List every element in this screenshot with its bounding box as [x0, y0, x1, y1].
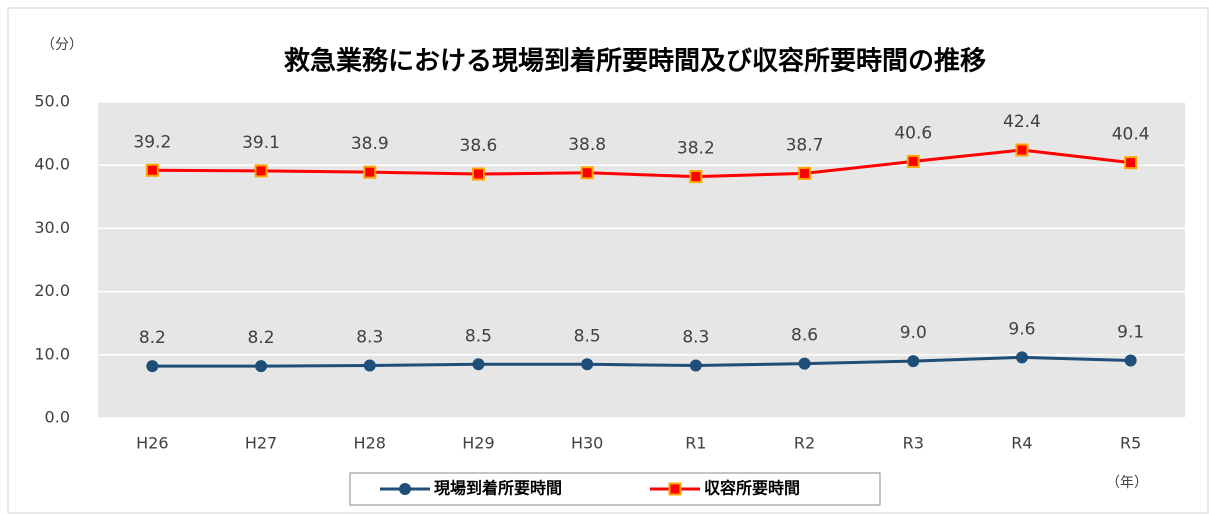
marker	[254, 164, 268, 178]
marker	[363, 165, 377, 179]
x-tick-label: H26	[136, 434, 168, 453]
legend-box	[349, 472, 881, 506]
data-label: 40.6	[894, 123, 932, 143]
data-label: 9.6	[1008, 319, 1035, 339]
data-label: 9.0	[900, 323, 927, 343]
data-label: 38.2	[677, 139, 715, 159]
y-tick-label: 50.0	[34, 92, 70, 111]
data-label: 38.7	[786, 135, 824, 155]
marker	[689, 359, 702, 372]
data-label: 38.6	[460, 136, 498, 156]
marker	[581, 358, 594, 371]
data-label: 8.2	[248, 328, 275, 348]
data-label: 8.6	[791, 326, 818, 346]
x-tick-label: H29	[462, 434, 494, 453]
x-tick-label: H30	[571, 434, 603, 453]
marker	[798, 166, 812, 180]
data-label: 39.2	[133, 132, 171, 152]
marker	[798, 357, 811, 370]
data-label: 8.5	[465, 326, 492, 346]
marker	[580, 166, 594, 180]
x-tick-label: R3	[903, 434, 924, 453]
y-tick-label: 20.0	[34, 281, 70, 300]
x-tick-label: H27	[245, 434, 277, 453]
marker	[1015, 143, 1029, 157]
data-label: 8.5	[574, 326, 601, 346]
y-tick-label: 10.0	[34, 344, 70, 363]
marker	[1124, 156, 1138, 170]
marker	[906, 154, 920, 168]
marker	[255, 360, 268, 373]
series-line	[152, 355, 1131, 368]
data-label: 40.4	[1112, 125, 1150, 145]
chart-title: 救急業務における現場到着所要時間及び収容所要時間の推移	[284, 46, 986, 77]
data-label: 8.3	[682, 328, 709, 348]
marker	[363, 359, 376, 372]
marker	[1015, 351, 1028, 364]
data-label: 38.8	[568, 135, 606, 155]
marker	[471, 167, 485, 181]
legend-label: 収容所要時間	[704, 479, 800, 498]
y-tick-label: 0.0	[45, 408, 70, 427]
marker	[472, 358, 485, 371]
series-line	[152, 148, 1131, 179]
x-tick-label: R1	[685, 434, 706, 453]
x-tick-label: H28	[354, 434, 386, 453]
data-label: 42.4	[1003, 112, 1041, 132]
legend-label: 現場到着所要時間	[434, 479, 562, 498]
data-label: 9.1	[1117, 322, 1144, 342]
marker	[689, 170, 703, 184]
marker	[146, 360, 159, 373]
x-axis-label: （年）	[1106, 475, 1148, 491]
marker	[668, 482, 682, 496]
data-label: 8.2	[139, 328, 166, 348]
x-tick-label: R5	[1120, 434, 1141, 453]
marker	[399, 483, 411, 495]
y-tick-label: 40.0	[34, 155, 70, 174]
y-tick-label: 30.0	[34, 218, 70, 237]
marker	[1124, 354, 1137, 367]
x-tick-label: R2	[794, 434, 815, 453]
y-axis-label: （分）	[41, 37, 83, 53]
marker	[145, 163, 159, 177]
data-label: 39.1	[242, 133, 280, 153]
x-tick-label: R4	[1011, 434, 1032, 453]
data-label: 8.3	[356, 328, 383, 348]
data-label: 38.9	[351, 134, 389, 154]
marker	[907, 355, 920, 368]
